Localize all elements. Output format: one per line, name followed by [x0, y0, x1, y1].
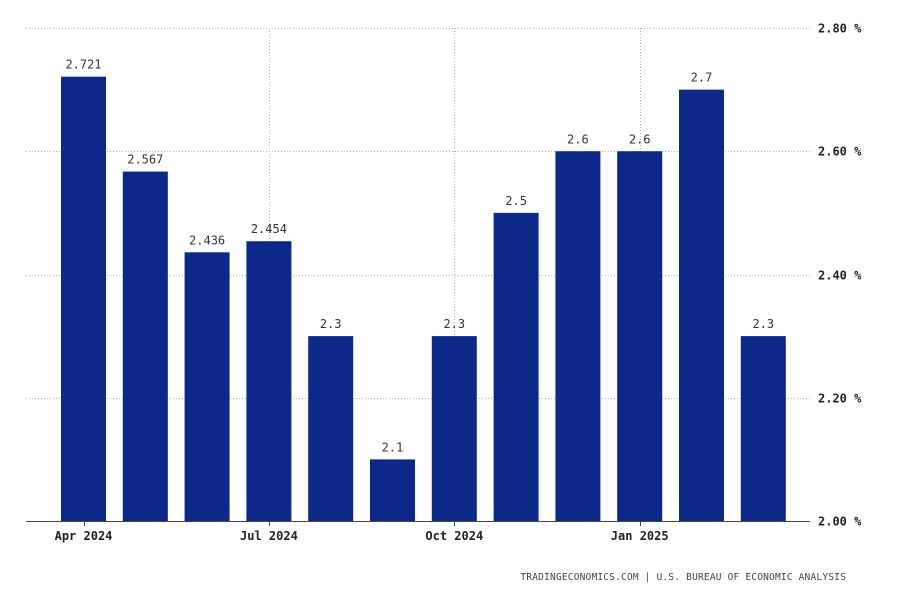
- y-tick-label: 2.40 %: [818, 269, 862, 283]
- data-labels: 2.721 2.567 2.436 2.454 2.3 2.1 2.3 2.5 2.6 2.6 2.…: [65, 58, 774, 455]
- bar-value-label: 2.721: [65, 58, 101, 72]
- bar-value-label: 2.1: [382, 440, 404, 454]
- x-tick-label: Apr 2024: [55, 529, 113, 543]
- bar: [493, 212, 539, 521]
- x-tick-label: Oct 2024: [425, 529, 483, 543]
- bar: [61, 76, 106, 521]
- bar-value-label: 2.5: [505, 194, 527, 208]
- bar: [308, 336, 354, 521]
- bar-value-label: 2.3: [752, 317, 774, 331]
- x-tick-label: Jan 2025: [611, 529, 669, 543]
- y-tick-label: 2.20 %: [818, 392, 862, 406]
- bar-value-label: 2.6: [567, 132, 589, 146]
- bar-value-label: 2.454: [251, 222, 287, 236]
- bar-value-label: 2.567: [127, 153, 163, 167]
- bar: [184, 252, 230, 521]
- y-tick-label: 2.00 %: [818, 515, 862, 529]
- bar: [431, 336, 477, 521]
- bar: [617, 151, 663, 521]
- bar-value-label: 2.7: [691, 71, 713, 85]
- bar-value-label: 2.436: [189, 233, 225, 247]
- bars: [61, 76, 786, 521]
- bar-value-label: 2.3: [443, 317, 465, 331]
- bar: [740, 336, 786, 521]
- bar-value-label: 2.6: [629, 132, 651, 146]
- bar: [122, 171, 168, 521]
- bar: [555, 151, 601, 521]
- bar: [679, 89, 724, 521]
- bar: [370, 459, 415, 521]
- y-axis-ticks: 2.00 % 2.20 % 2.40 % 2.60 % 2.80 %: [818, 22, 862, 529]
- x-axis-ticks: Apr 2024 Jul 2024 Oct 2024 Jan 2025: [55, 521, 669, 543]
- y-tick-label: 2.80 %: [818, 22, 862, 36]
- bar: [246, 241, 292, 521]
- bar-value-label: 2.3: [320, 317, 342, 331]
- source-credit: TRADINGECONOMICS.COM | U.S. BUREAU OF EC…: [520, 572, 846, 583]
- y-tick-label: 2.60 %: [818, 145, 862, 159]
- x-tick-label: Jul 2024: [240, 529, 298, 543]
